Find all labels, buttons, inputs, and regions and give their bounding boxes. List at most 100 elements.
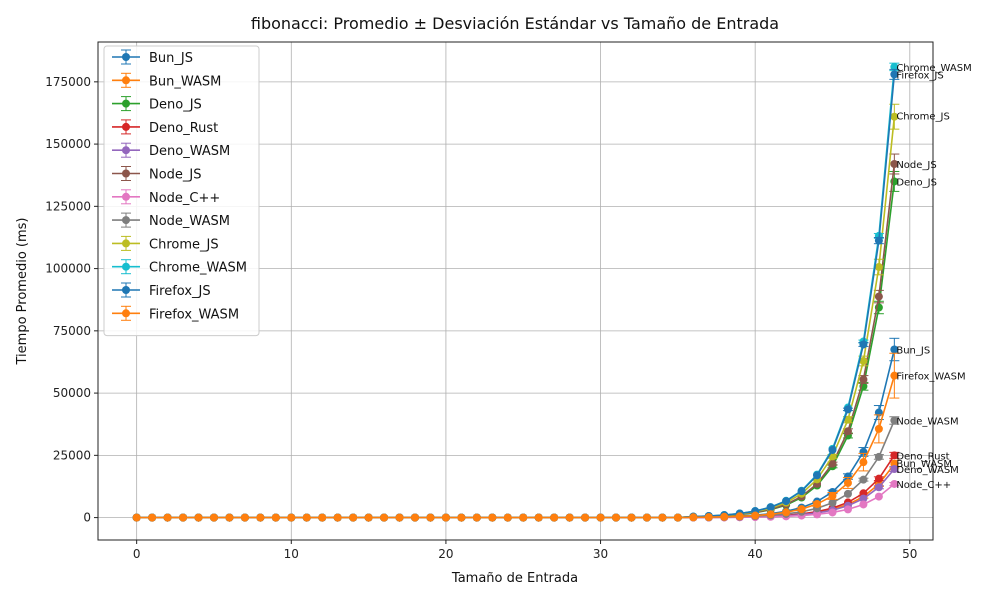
legend-marker — [122, 216, 130, 225]
chart-title: fibonacci: Promedio ± Desviación Estánda… — [251, 14, 779, 33]
data-point — [890, 112, 899, 121]
legend-entry-Chrome_JS: Chrome_JS — [112, 235, 219, 252]
data-point — [225, 513, 234, 522]
end-label-Firefox_JS: Firefox_JS — [896, 70, 943, 81]
data-point — [132, 513, 141, 522]
end-label-Chrome_WASM: Chrome_WASM — [896, 63, 971, 74]
data-point — [534, 513, 543, 522]
data-point — [581, 513, 590, 522]
data-point — [751, 511, 760, 520]
legend-label: Bun_WASM — [149, 74, 221, 89]
legend-label: Firefox_JS — [149, 284, 211, 299]
legend-entry-Firefox_JS: Firefox_JS — [112, 282, 211, 299]
data-point — [550, 513, 559, 522]
legend-label: Deno_WASM — [149, 144, 230, 159]
data-point — [380, 513, 389, 522]
x-tick-label: 30 — [593, 547, 608, 561]
data-point — [890, 70, 899, 79]
data-point — [890, 416, 899, 425]
end-label-Deno_JS: Deno_JS — [896, 177, 937, 188]
data-point — [874, 474, 883, 483]
legend-entry-Bun_JS: Bun_JS — [112, 49, 193, 66]
data-point — [642, 513, 651, 522]
data-point — [782, 497, 791, 506]
x-tick-label: 20 — [438, 547, 453, 561]
y-tick-label: 75000 — [53, 324, 91, 338]
data-point — [843, 505, 852, 514]
data-point — [302, 513, 311, 522]
legend-label: Node_WASM — [149, 214, 230, 229]
x-tick-label: 0 — [133, 547, 141, 561]
legend-label: Firefox_WASM — [149, 307, 239, 322]
data-point — [658, 513, 667, 522]
data-point — [828, 508, 837, 517]
data-point — [859, 500, 868, 509]
legend-entry-Chrome_WASM: Chrome_WASM — [112, 259, 247, 276]
legend-label: Node_JS — [149, 168, 202, 183]
data-point — [813, 500, 822, 509]
legend-entry-Node_JS: Node_JS — [112, 166, 202, 183]
x-tick-label: 40 — [748, 547, 763, 561]
data-point — [828, 491, 837, 500]
x-tick-label: 50 — [902, 547, 917, 561]
data-point — [148, 513, 157, 522]
end-label-Bun_JS: Bun_JS — [896, 346, 930, 357]
x-tick-label: 10 — [284, 547, 299, 561]
data-point — [457, 513, 466, 522]
y-tick-label: 50000 — [53, 386, 91, 400]
y-tick-label: 175000 — [45, 75, 91, 89]
grid — [98, 42, 933, 540]
data-point — [766, 510, 775, 519]
data-point — [859, 356, 868, 365]
data-point — [874, 263, 883, 272]
legend-marker — [122, 53, 130, 61]
data-point — [859, 447, 868, 456]
legend-entry-Deno_Rust: Deno_Rust — [112, 119, 218, 136]
data-point — [426, 513, 435, 522]
ticks: 0 10 20 30 40 50 0 25000 50000 75000 100000 125000 1… — [45, 75, 917, 561]
end-label-Deno_Rust: Deno_Rust — [896, 451, 949, 462]
data-point — [194, 513, 203, 522]
legend-marker — [122, 286, 130, 294]
legend-marker — [122, 239, 130, 248]
end-label-Node_C++: Node_C++ — [896, 480, 951, 491]
legend-marker — [122, 122, 130, 131]
y-tick-label: 150000 — [45, 137, 91, 151]
data-point — [333, 513, 342, 522]
data-point — [179, 513, 188, 522]
data-point — [828, 445, 837, 454]
data-point — [890, 371, 899, 380]
data-point — [318, 513, 327, 522]
legend-label: Bun_JS — [149, 51, 193, 66]
data-point — [410, 513, 419, 522]
data-point — [519, 513, 528, 522]
data-point — [859, 458, 868, 467]
data-point — [627, 513, 636, 522]
data-point — [890, 465, 899, 474]
data-point — [287, 513, 296, 522]
data-point — [813, 471, 822, 480]
data-point — [890, 345, 899, 354]
data-point — [843, 472, 852, 481]
data-point — [874, 483, 883, 492]
plot-frame — [97, 41, 934, 541]
x-axis-label: Tamaño de Entrada — [451, 571, 578, 586]
data-point — [813, 510, 822, 519]
y-tick-label: 25000 — [53, 448, 91, 462]
data-point — [364, 513, 373, 522]
data-point — [797, 487, 806, 496]
y-tick-label: 125000 — [45, 199, 91, 213]
data-point — [612, 513, 621, 522]
y-tick-label: 100000 — [45, 262, 91, 276]
legend-marker — [122, 99, 130, 108]
end-label-Node_JS: Node_JS — [896, 160, 936, 171]
data-point — [395, 513, 404, 522]
data-point — [349, 513, 358, 522]
legend-marker — [122, 309, 130, 318]
end-label-Firefox_WASM: Firefox_WASM — [896, 372, 965, 383]
data-point — [874, 492, 883, 501]
data-point — [256, 513, 265, 522]
legend-box — [103, 45, 260, 337]
data-point — [828, 498, 837, 507]
